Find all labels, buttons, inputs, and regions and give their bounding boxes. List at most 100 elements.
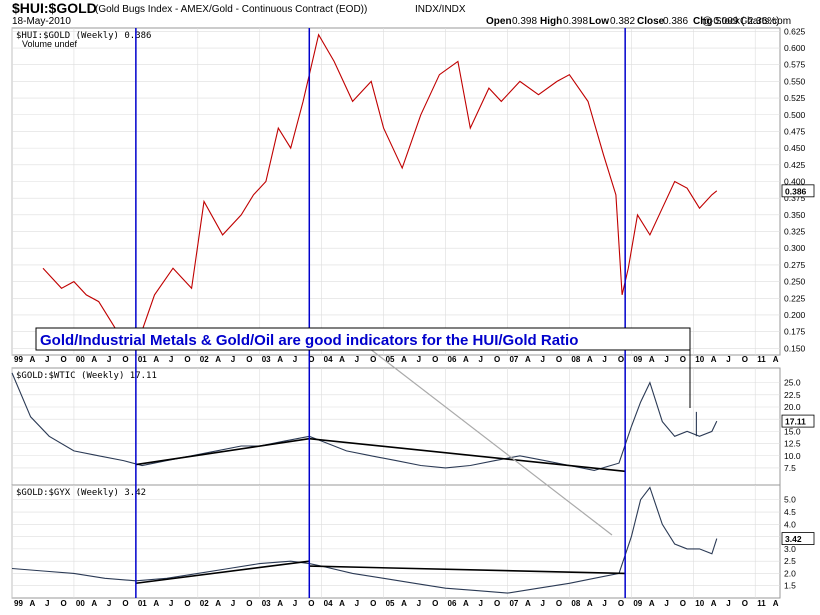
x-tick-label: J	[107, 355, 111, 364]
y-tick-label: 2.0	[784, 568, 796, 578]
x-axis-top: 99 A J O 00 A J O 01 A J O 02 A J O 03 A J O 04 A J O 05 A J O 06 A J O…	[14, 355, 779, 364]
x-tick-label: J	[355, 355, 359, 364]
x-tick-label: A	[587, 599, 593, 608]
y-tick-label: 22.5	[784, 390, 801, 400]
x-tick-label: 10	[695, 599, 704, 608]
x-tick-label: A	[339, 355, 345, 364]
vertical-markers	[135, 28, 626, 598]
y-tick-label: 3.0	[784, 544, 796, 554]
x-tick-label: J	[293, 599, 297, 608]
x-tick-label: O	[494, 355, 500, 364]
y-tick-label: 7.5	[784, 463, 796, 473]
watermark: @ StockCharts.com	[702, 16, 791, 27]
x-tick-label: J	[169, 355, 173, 364]
x-tick-label: 06	[448, 355, 457, 364]
x-tick-label: A	[463, 355, 469, 364]
y-tick-label: 0.300	[784, 243, 806, 253]
panel-gold-gyx: 5.04.54.03.53.02.52.01.5$GOLD:$GYX (Week…	[11, 484, 815, 599]
y-tick-label: 4.0	[784, 519, 796, 529]
x-tick-label: J	[355, 599, 359, 608]
series-line	[11, 486, 718, 594]
y-tick-label: 0.350	[784, 210, 806, 220]
x-tick-label: O	[742, 599, 748, 608]
x-tick-label: J	[231, 355, 235, 364]
y-tick-label: 4.5	[784, 507, 796, 517]
series-line	[42, 33, 718, 350]
x-tick-label: A	[401, 355, 407, 364]
x-tick-label: J	[664, 599, 668, 608]
y-tick-label: 0.500	[784, 110, 806, 120]
x-tick-label: 02	[200, 599, 209, 608]
y-tick-label: 0.525	[784, 93, 806, 103]
x-tick-label: J	[417, 599, 421, 608]
close-value: 0.386	[663, 16, 688, 27]
trendline	[309, 565, 626, 575]
x-tick-label: J	[602, 355, 606, 364]
x-tick-label: A	[339, 599, 345, 608]
chart-symbol: $HUI:$GOLD	[12, 0, 97, 16]
panel-gold-wtic: 25.022.520.017.515.012.510.07.5$GOLD:$WT…	[11, 367, 815, 486]
x-tick-label: 00	[76, 355, 85, 364]
chg-label: Chg	[693, 16, 712, 27]
x-tick-label: A	[773, 355, 779, 364]
chg-value: -0.009 (-2.36%)	[710, 16, 779, 27]
annotation-pointer-line	[364, 344, 613, 536]
x-tick-label: 08	[571, 599, 580, 608]
y-tick-label: 0.200	[784, 310, 806, 320]
high-label: High	[540, 16, 562, 27]
y-tick-label: 10.0	[784, 451, 801, 461]
y-tick-label: 5.0	[784, 495, 796, 505]
x-tick-label: O	[184, 599, 190, 608]
y-tick-label: 0.575	[784, 60, 806, 70]
x-tick-label: A	[649, 599, 655, 608]
chart-description: (Gold Bugs Index - AMEX/Gold - Continuou…	[95, 4, 367, 15]
x-tick-label: J	[479, 599, 483, 608]
x-tick-label: 02	[200, 355, 209, 364]
y-tick-label: 0.175	[784, 327, 806, 337]
x-tick-label: J	[231, 599, 235, 608]
x-tick-label: A	[649, 355, 655, 364]
x-tick-label: J	[602, 599, 606, 608]
x-tick-label: O	[122, 599, 128, 608]
y-tick-label: 0.400	[784, 176, 806, 186]
x-tick-label: J	[664, 355, 668, 364]
x-tick-label: J	[540, 599, 544, 608]
volume-note: Volume undef	[22, 39, 78, 49]
x-tick-label: A	[29, 355, 35, 364]
x-tick-label: 04	[324, 599, 333, 608]
x-tick-label: 03	[262, 599, 271, 608]
last-value-box	[781, 532, 815, 545]
x-tick-label: A	[525, 355, 531, 364]
y-tick-label: 0.475	[784, 126, 806, 136]
quote-bar: Open 0.398 High 0.398 Low 0.382 Close 0.…	[486, 16, 779, 27]
y-tick-label: 0.450	[784, 143, 806, 153]
x-tick-label: A	[215, 355, 221, 364]
x-tick-label: J	[45, 355, 49, 364]
chart-date: 18-May-2010	[12, 16, 71, 27]
y-tick-label: 12.5	[784, 439, 801, 449]
x-tick-label: O	[742, 355, 748, 364]
x-tick-label: O	[680, 355, 686, 364]
x-tick-label: J	[726, 355, 730, 364]
x-tick-label: O	[432, 355, 438, 364]
x-tick-label: O	[184, 355, 190, 364]
x-tick-label: 06	[448, 599, 457, 608]
x-tick-label: J	[169, 599, 173, 608]
x-tick-label: O	[494, 599, 500, 608]
y-tick-label: 0.600	[784, 43, 806, 53]
last-value-label: 0.386	[785, 186, 807, 196]
annotations: Gold/Industrial Metals & Gold/Oil are go…	[35, 327, 691, 536]
y-tick-label: 20.0	[784, 402, 801, 412]
y-tick-label: 0.325	[784, 227, 806, 237]
panel-frame	[11, 484, 781, 599]
x-tick-label: A	[525, 599, 531, 608]
x-tick-label: O	[618, 355, 624, 364]
x-tick-label: A	[277, 599, 283, 608]
y-tick-label: 0.425	[784, 160, 806, 170]
x-tick-label: 09	[633, 355, 642, 364]
last-value-box	[781, 184, 815, 198]
x-tick-label: A	[711, 355, 717, 364]
x-tick-label: J	[726, 599, 730, 608]
x-tick-label: 05	[386, 355, 395, 364]
x-tick-label: O	[308, 599, 314, 608]
